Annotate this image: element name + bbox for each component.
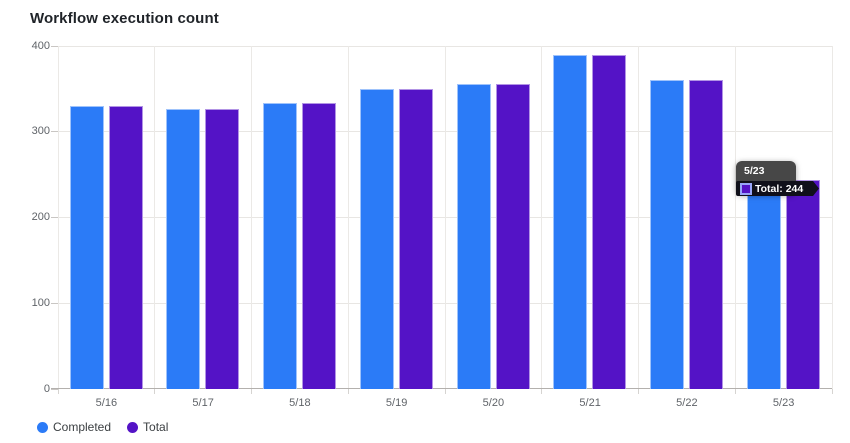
y-axis-tick [51, 217, 58, 218]
y-axis-label: 100 [31, 296, 50, 309]
x-axis-label: 5/21 [579, 397, 601, 409]
tooltip-row: Total: 244 [736, 181, 819, 196]
bar-total-5-19[interactable] [398, 88, 433, 389]
x-axis-baseline [51, 388, 832, 389]
x-axis-tick [251, 389, 252, 394]
gridline-vertical [638, 46, 639, 389]
bar-total-5-18[interactable] [302, 103, 336, 389]
x-axis-tick [831, 389, 833, 394]
gridline-vertical [831, 46, 833, 389]
x-axis-tick [541, 389, 543, 394]
gridline-vertical [734, 46, 736, 389]
x-axis-label: 5/17 [192, 397, 214, 409]
x-axis-tick [154, 389, 156, 394]
bar-completed-5-19[interactable] [359, 88, 394, 389]
gridline-vertical [444, 46, 446, 389]
bar-total-5-23[interactable] [785, 179, 820, 389]
legend-label-total: Total [143, 420, 169, 434]
y-axis-label: 0 [43, 382, 50, 395]
tooltip-date: 5/23 [744, 165, 765, 177]
x-axis-label: 5/19 [385, 397, 408, 409]
bar-completed-5-18[interactable] [263, 103, 297, 389]
gridline-vertical [541, 46, 543, 389]
y-axis-tick [51, 302, 58, 304]
tooltip-row-text: Total: 244 [755, 182, 804, 195]
x-axis-label: 5/22 [676, 397, 698, 409]
gridline-vertical [347, 46, 349, 389]
bar-total-5-21[interactable] [592, 54, 627, 389]
x-axis-tick [347, 389, 349, 394]
bar-total-5-22[interactable] [689, 80, 723, 389]
bar-total-5-16[interactable] [108, 106, 143, 389]
x-axis-label: 5/23 [772, 397, 795, 409]
x-axis-tick [638, 389, 639, 394]
chart-title: Workflow execution count [30, 10, 219, 27]
bar-total-5-17[interactable] [205, 108, 240, 389]
bar-completed-5-21[interactable] [553, 54, 588, 389]
bar-completed-5-22[interactable] [650, 80, 684, 389]
bar-total-5-20[interactable] [495, 83, 530, 389]
legend-item-completed[interactable]: Completed [37, 420, 111, 434]
gridline-vertical [57, 46, 59, 389]
bar-completed-5-20[interactable] [456, 83, 491, 389]
y-axis-label: 200 [31, 211, 50, 223]
legend-marker-completed-icon [37, 421, 48, 433]
bar-completed-5-17[interactable] [166, 108, 201, 389]
x-axis-label: 5/20 [482, 397, 505, 409]
tooltip: 5/23 Total: 244 [736, 161, 796, 195]
tooltip-series-swatch-icon [740, 183, 752, 195]
bar-completed-5-23[interactable] [746, 191, 781, 389]
x-axis-tick [57, 389, 59, 394]
y-axis-tick [51, 388, 58, 390]
y-axis-label: 400 [31, 39, 50, 52]
legend-item-total[interactable]: Total [127, 420, 168, 434]
gridline-vertical [251, 46, 252, 389]
y-axis-tick [51, 45, 58, 47]
x-axis-tick [444, 389, 446, 394]
legend-label-completed: Completed [53, 420, 112, 434]
y-axis-label: 300 [31, 125, 50, 138]
bar-completed-5-16[interactable] [69, 106, 104, 389]
x-axis-tick [734, 389, 736, 394]
legend-marker-total-icon [127, 421, 139, 433]
x-axis-label: 5/18 [289, 397, 311, 409]
legend: Completed Total [37, 420, 168, 434]
plot-area [51, 45, 833, 394]
gridline-vertical [154, 46, 156, 389]
x-axis-label: 5/16 [95, 397, 118, 409]
y-axis-tick [51, 131, 58, 133]
